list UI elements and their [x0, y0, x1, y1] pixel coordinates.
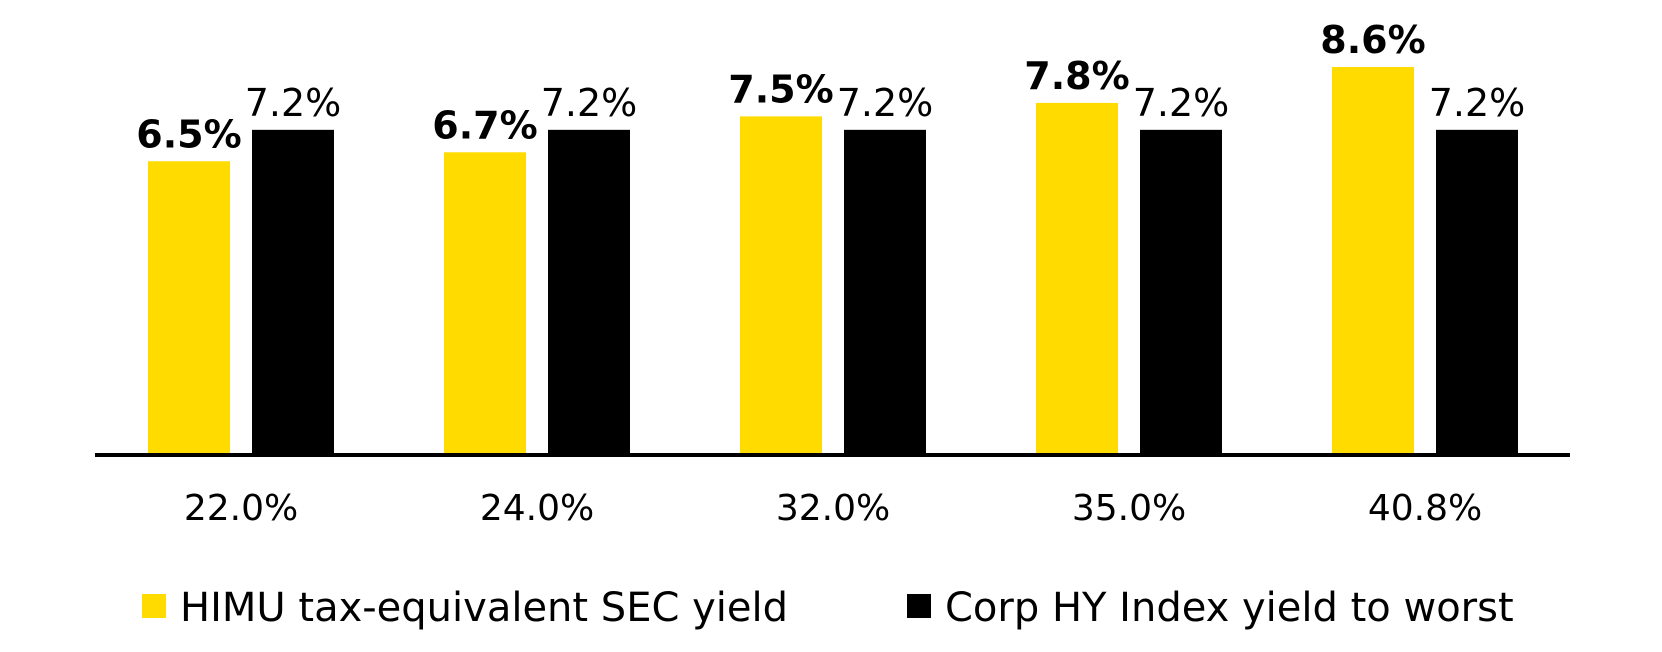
bars-layer [148, 67, 1518, 454]
bar-corp-hy-index-yield-to-worst-32-0 [844, 129, 926, 453]
category-label-24-0: 24.0% [480, 488, 594, 529]
value-label-himu-tax-equivalent-sec-yield-22-0: 6.5% [136, 112, 241, 156]
legend-swatch-corp-hy [907, 594, 931, 618]
category-label-22-0: 22.0% [184, 488, 298, 529]
bar-corp-hy-index-yield-to-worst-22-0 [252, 129, 334, 453]
value-labels-layer: 6.5%7.2%6.7%7.2% 7.5% 7.2%7.8%7.2%8.6%7.2% [136, 18, 1525, 156]
category-label-35-0: 35.0% [1072, 488, 1186, 529]
bar-himu-tax-equivalent-sec-yield-22-0 [148, 161, 230, 454]
category-labels-layer: 22.0% 24.0% 32.0% 35.0% 40.8% [184, 488, 1482, 529]
legend: HIMU tax-equivalent SEC yield Corp HY In… [142, 585, 1514, 631]
legend-swatch-himu [142, 594, 166, 618]
value-label-himu-tax-equivalent-sec-yield-35-0: 7.8% [1024, 54, 1129, 98]
bar-himu-tax-equivalent-sec-yield-40-8 [1332, 67, 1414, 453]
value-label-corp-hy-index-yield-to-worst-35-0: 7.2% [1133, 81, 1230, 125]
value-label-corp-hy-index-yield-to-worst-24-0: 7.2% [541, 81, 638, 125]
legend-label-corp-hy: Corp HY Index yield to worst [945, 585, 1514, 631]
bar-himu-tax-equivalent-sec-yield-24-0 [444, 152, 526, 454]
bar-corp-hy-index-yield-to-worst-40-8 [1436, 129, 1518, 453]
category-label-40-8: 40.8% [1368, 488, 1482, 529]
value-label-himu-tax-equivalent-sec-yield-24-0: 6.7% [432, 103, 537, 147]
value-label-corp-hy-index-yield-to-worst-40-8: 7.2% [1429, 81, 1526, 125]
bar-corp-hy-index-yield-to-worst-24-0 [548, 129, 630, 453]
value-label-himu-tax-equivalent-sec-yield-32-0: 7.5% [728, 67, 833, 111]
value-label-corp-hy-index-yield-to-worst-32-0: 7.2% [837, 81, 934, 125]
legend-label-himu: HIMU tax-equivalent SEC yield [180, 585, 788, 631]
value-label-himu-tax-equivalent-sec-yield-40-8: 8.6% [1320, 18, 1425, 62]
category-label-32-0: 32.0% [776, 488, 890, 529]
bar-himu-tax-equivalent-sec-yield-32-0 [740, 116, 822, 453]
bar-himu-tax-equivalent-sec-yield-35-0 [1036, 102, 1118, 453]
value-label-corp-hy-index-yield-to-worst-22-0: 7.2% [245, 81, 342, 125]
bar-corp-hy-index-yield-to-worst-35-0 [1140, 129, 1222, 453]
